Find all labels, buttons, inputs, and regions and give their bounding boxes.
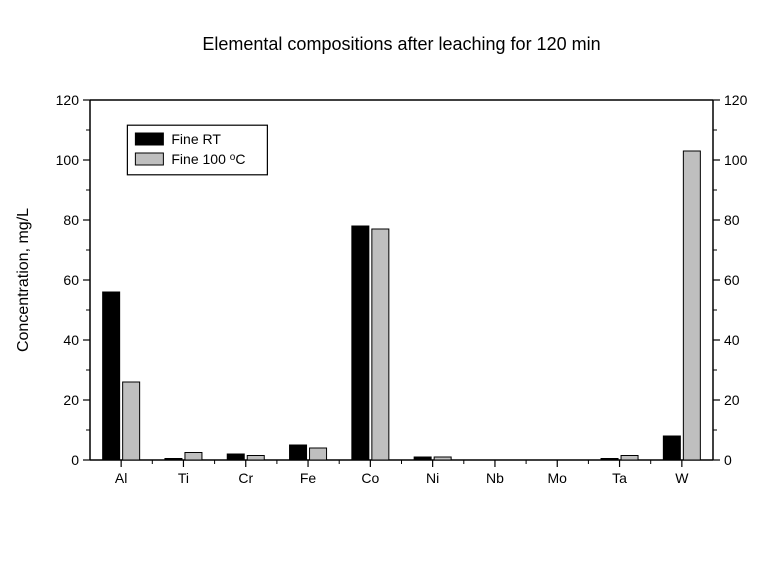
x-category-label: Co	[361, 470, 379, 486]
chart-container: Elemental compositions after leaching fo…	[0, 0, 783, 561]
legend-label: Fine 100 oC	[171, 151, 245, 167]
bar	[414, 457, 431, 460]
x-category-label: Al	[115, 470, 127, 486]
bar	[310, 448, 327, 460]
bar	[290, 445, 307, 460]
ytick-label-right: 120	[724, 92, 748, 108]
chart-title: Elemental compositions after leaching fo…	[202, 34, 600, 54]
bar	[227, 454, 244, 460]
bar	[372, 229, 389, 460]
ytick-label-right: 20	[724, 392, 740, 408]
ytick-label-left: 80	[63, 212, 79, 228]
bar	[123, 382, 140, 460]
x-category-label: Nb	[486, 470, 504, 486]
ytick-label-right: 100	[724, 152, 748, 168]
ytick-label-left: 20	[63, 392, 79, 408]
chart-svg: Elemental compositions after leaching fo…	[0, 0, 783, 561]
legend-swatch	[135, 133, 163, 145]
bar	[352, 226, 369, 460]
x-category-label: Ti	[178, 470, 189, 486]
ytick-label-right: 0	[724, 452, 732, 468]
bar	[683, 151, 700, 460]
ytick-label-left: 40	[63, 332, 79, 348]
ytick-label-left: 120	[56, 92, 80, 108]
x-category-label: W	[675, 470, 689, 486]
x-category-label: Cr	[238, 470, 253, 486]
ytick-label-left: 0	[71, 452, 79, 468]
bar	[621, 456, 638, 461]
ytick-label-right: 40	[724, 332, 740, 348]
y-axis-label: Concentration, mg/L	[15, 208, 32, 352]
legend-swatch	[135, 153, 163, 165]
x-category-label: Mo	[548, 470, 568, 486]
bar	[434, 457, 451, 460]
ytick-label-right: 60	[724, 272, 740, 288]
bar	[601, 459, 618, 461]
bar	[185, 453, 202, 461]
legend-label: Fine RT	[171, 131, 221, 147]
x-category-label: Ni	[426, 470, 439, 486]
x-category-label: Ta	[612, 470, 627, 486]
bar	[663, 436, 680, 460]
bar	[247, 456, 264, 461]
bar	[103, 292, 120, 460]
x-category-label: Fe	[300, 470, 317, 486]
ytick-label-left: 100	[56, 152, 80, 168]
ytick-label-left: 60	[63, 272, 79, 288]
bar	[165, 459, 182, 461]
ytick-label-right: 80	[724, 212, 740, 228]
